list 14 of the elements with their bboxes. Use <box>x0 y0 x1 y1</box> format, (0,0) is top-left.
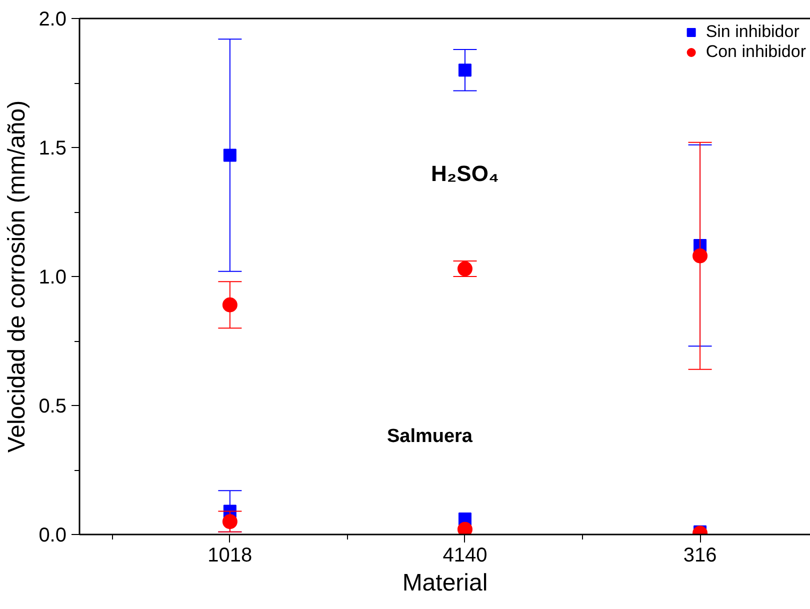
x-tick-label: 4140 <box>442 544 488 566</box>
y-tick-label: 0.0 <box>38 524 67 546</box>
x-tick-label: 316 <box>683 544 717 566</box>
annotation: Salmuera <box>386 426 473 447</box>
x-tick-label: 1018 <box>208 544 252 566</box>
y-tick-label: 0.5 <box>38 396 67 418</box>
annotation: H₂SO₄ <box>431 160 499 186</box>
y-axis-title: Velocidad de corrosión (mm/año) <box>4 100 31 453</box>
x-axis-title: Material <box>402 570 488 596</box>
y-tick-label: 2.0 <box>38 8 67 30</box>
legend-label: Con inhibidor <box>706 42 806 62</box>
y-tick-label: 1.0 <box>38 266 67 288</box>
legend-label: Sin inhibidor <box>706 22 800 42</box>
y-tick-label: 1.5 <box>38 138 67 160</box>
